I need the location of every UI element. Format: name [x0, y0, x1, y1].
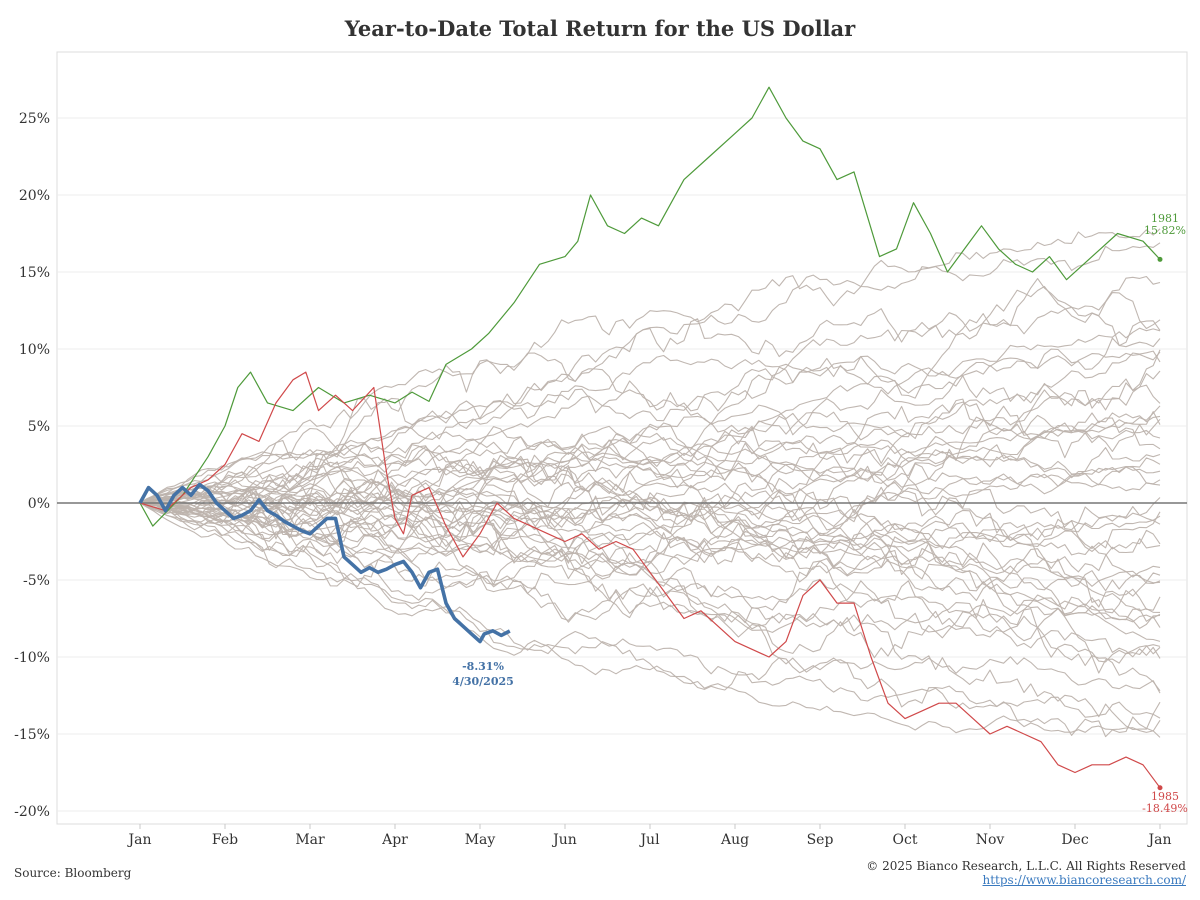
x-tick-label: Aug [720, 832, 749, 848]
historical-series-line [139, 502, 1161, 614]
annotations: -8.31% 4/30/2025 1981 15.82% 1985 -18.49… [452, 212, 1188, 815]
y-tick-label: -5% [23, 573, 50, 589]
y-tick-label: 15% [19, 265, 50, 281]
historical-series-line [140, 457, 1161, 578]
historical-series-line [139, 350, 1161, 504]
worst-year-label: 1985 [1151, 790, 1179, 803]
historical-series-line [139, 327, 1161, 504]
historical-series-line [139, 502, 1161, 642]
x-tick-label: Jun [551, 832, 577, 848]
x-tick-label: Oct [893, 832, 918, 848]
series-line-2025 [138, 482, 511, 644]
website-link[interactable]: https://www.biancoresearch.com/ [982, 873, 1186, 887]
worst-value-label: -18.49% [1142, 802, 1188, 815]
historical-series-line [139, 412, 1161, 525]
historical-series-line [139, 278, 1161, 504]
y-tick-label: -20% [14, 804, 50, 820]
historical-series-line [139, 445, 1161, 504]
historical-series-line [139, 460, 1161, 550]
series-endpoint-1981 [1157, 256, 1163, 262]
grid-lines [57, 117, 1187, 812]
historical-series-line [139, 502, 1161, 731]
historical-series-line [139, 426, 1161, 504]
historical-series-line [139, 242, 1161, 504]
historical-series-line [139, 502, 1161, 588]
y-tick-label: 20% [19, 188, 50, 204]
plot-frame [56, 51, 1188, 825]
historical-series-line [139, 502, 1161, 577]
historical-series-line [139, 364, 1161, 507]
x-tick-label: Feb [212, 832, 238, 848]
historical-series-line [139, 487, 1161, 613]
y-tick-label: -10% [14, 650, 50, 666]
historical-series-line [139, 428, 1161, 504]
x-tick-label: Jan [1147, 832, 1172, 848]
series-line-1985 [139, 371, 1161, 789]
copyright-note: © 2025 Bianco Research, L.L.C. All Right… [866, 859, 1186, 873]
x-tick-label: Jan [127, 832, 152, 848]
historical-series-line [139, 502, 1161, 591]
y-tick-label: 25% [19, 111, 50, 127]
historical-series-line [139, 502, 1161, 738]
best-value-label: 15.82% [1144, 224, 1186, 237]
current-value-label: -8.31% [462, 660, 504, 673]
series-endpoint-1985 [1157, 785, 1163, 791]
x-tick-label: May [465, 832, 496, 848]
x-tick-label: Mar [295, 832, 325, 848]
historical-series-line [139, 502, 1161, 694]
highlighted-series-group [138, 86, 1163, 791]
x-tick-label: Nov [976, 832, 1005, 848]
y-tick-label: 5% [28, 419, 50, 435]
current-date-label: 4/30/2025 [452, 675, 514, 688]
y-tick-label: 0% [28, 496, 50, 512]
historical-series-line [139, 337, 1161, 515]
historical-series-line [139, 404, 1161, 504]
axis-labels: 25% 20% 15% 10% 5% 0% -5% -10% -15% -20% Jan Feb Mar… [14, 111, 1171, 848]
x-tick-label: Sep [807, 832, 834, 848]
historical-series-line [139, 477, 1161, 551]
historical-series-line [139, 492, 1161, 571]
x-tick-label: Dec [1061, 832, 1089, 848]
source-note: Source: Bloomberg [14, 866, 132, 880]
chart-title: Year-to-Date Total Return for the US Dol… [344, 16, 856, 41]
x-tick-label: Jul [638, 832, 660, 848]
historical-series-line [139, 497, 1161, 674]
historical-series-line [139, 488, 1161, 615]
best-year-label: 1981 [1151, 212, 1179, 225]
historical-series-line [139, 228, 1161, 504]
historical-series-line [139, 502, 1161, 719]
historical-series-line [139, 285, 1161, 504]
historical-series-line [139, 439, 1161, 504]
y-tick-label: 10% [19, 342, 50, 358]
historical-series-line [139, 502, 1161, 659]
series-line-1981 [139, 86, 1161, 527]
x-tick-label: Apr [381, 832, 408, 848]
historical-series-line [139, 502, 1161, 623]
y-tick-label: -15% [14, 727, 50, 743]
historical-series-group [139, 228, 1161, 738]
